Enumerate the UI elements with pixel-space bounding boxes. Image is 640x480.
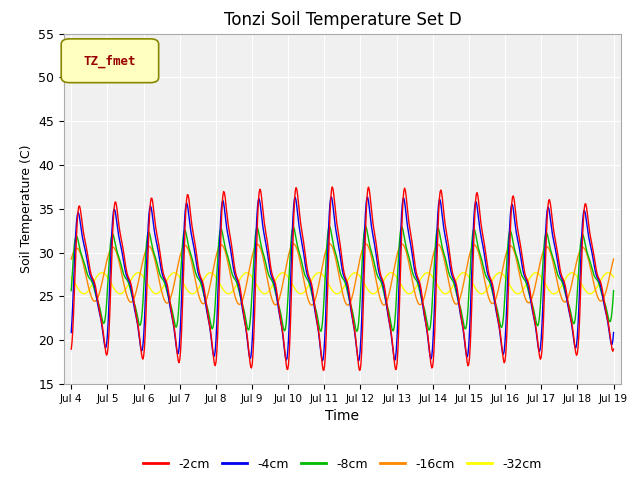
Title: Tonzi Soil Temperature Set D: Tonzi Soil Temperature Set D: [223, 11, 461, 29]
Y-axis label: Soil Temperature (C): Soil Temperature (C): [20, 144, 33, 273]
Legend: -2cm, -4cm, -8cm, -16cm, -32cm: -2cm, -4cm, -8cm, -16cm, -32cm: [138, 453, 547, 476]
X-axis label: Time: Time: [325, 409, 360, 423]
FancyBboxPatch shape: [61, 39, 159, 83]
Text: TZ_fmet: TZ_fmet: [84, 54, 136, 68]
